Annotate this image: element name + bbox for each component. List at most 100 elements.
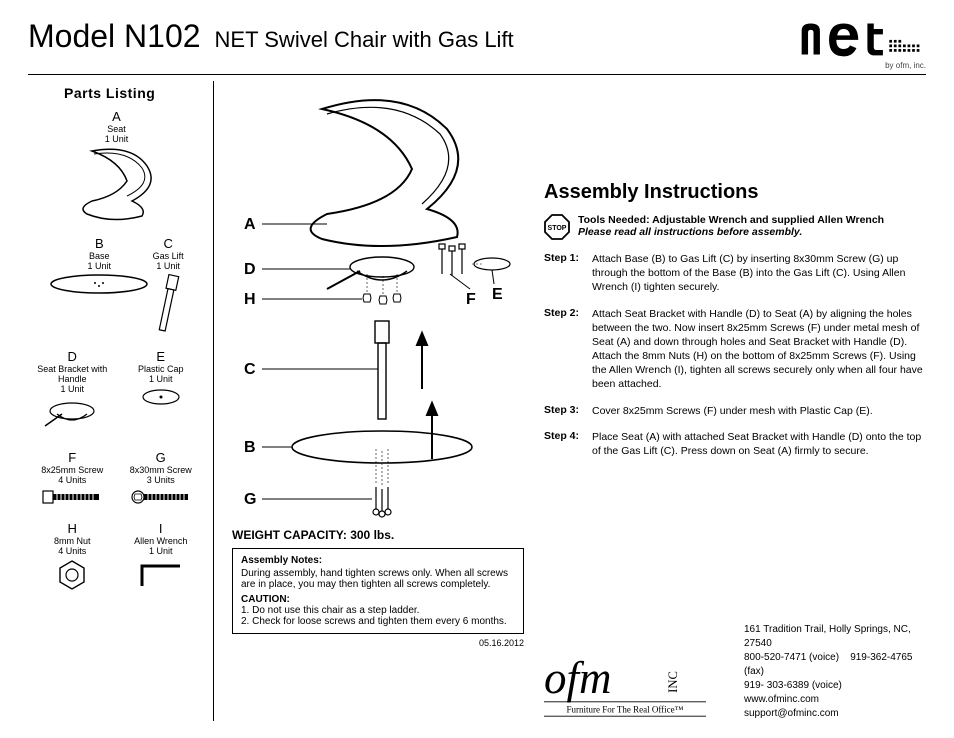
part-b: B Base 1 Unit xyxy=(49,236,149,297)
contact-phone1: 800-520-7471 (voice) xyxy=(744,652,839,663)
part-name: Seat Bracket with Handle xyxy=(30,364,115,384)
main-content: Parts Listing A Seat 1 Unit B Base 1 Uni… xyxy=(28,81,926,721)
caution-label: CAUTION: xyxy=(241,594,515,605)
parts-heading: Parts Listing xyxy=(28,85,205,101)
svg-text:Furniture For The Real Office™: Furniture For The Real Office™ xyxy=(567,705,684,715)
instructions-column: Assembly Instructions STOP Tools Needed:… xyxy=(534,81,926,721)
part-letter: H xyxy=(30,521,115,536)
nut-icon xyxy=(55,558,89,592)
part-units: 1 Unit xyxy=(72,134,162,144)
brand-logo: by ofm, inc. xyxy=(798,18,926,70)
part-d: D Seat Bracket with Handle 1 Unit xyxy=(30,349,115,438)
step-text: Attach Base (B) to Gas Lift (C) by inser… xyxy=(592,252,926,295)
revision-date: 05.16.2012 xyxy=(232,638,524,648)
step-2: Step 2: Attach Seat Bracket with Handle … xyxy=(544,307,926,392)
title-block: Model N102 NET Swivel Chair with Gas Lif… xyxy=(28,18,514,55)
part-e: E Plastic Cap 1 Unit xyxy=(118,349,203,438)
diagram-gaslift xyxy=(375,321,389,419)
weight-capacity: WEIGHT CAPACITY: 300 lbs. xyxy=(232,528,524,542)
cap-icon xyxy=(139,386,183,408)
part-units: 1 Unit xyxy=(30,384,115,394)
contact-email: support@ofminc.com xyxy=(744,707,926,721)
step-label: Step 3: xyxy=(544,404,592,418)
ofm-logo-block: ofm INC Furniture For The Real Office™ xyxy=(544,655,724,721)
contact-web: www.ofminc.com xyxy=(744,694,819,705)
part-units: 1 Unit xyxy=(118,374,203,384)
diagram-label-b: B xyxy=(244,439,256,456)
step-text: Attach Seat Bracket with Handle (D) to S… xyxy=(592,307,926,392)
caution-1: 1. Do not use this chair as a step ladde… xyxy=(241,605,515,616)
part-letter: B xyxy=(49,236,149,251)
diagram-label-g: G xyxy=(244,491,256,508)
step-label: Step 1: xyxy=(544,252,592,295)
step-label: Step 2: xyxy=(544,307,592,392)
stop-icon: STOP xyxy=(544,214,570,240)
gaslift-icon xyxy=(153,273,183,335)
part-f: F 8x25mm Screw 4 Units xyxy=(30,450,115,509)
screw-f-icon xyxy=(41,487,103,507)
part-name: Gas Lift xyxy=(153,251,184,261)
contact-address: 161 Tradition Trail, Holly Springs, NC, … xyxy=(744,623,926,651)
contact-block: 161 Tradition Trail, Holly Springs, NC, … xyxy=(744,623,926,721)
part-g: G 8x30mm Screw 3 Units xyxy=(118,450,203,509)
wrench-icon xyxy=(136,558,186,592)
part-name: 8x25mm Screw xyxy=(30,465,115,475)
diagram-column: A D H C B G F E WEIGHT CAPACITY: 300 lbs… xyxy=(214,81,534,721)
part-a: A Seat 1 Unit xyxy=(72,109,162,226)
part-letter: E xyxy=(118,349,203,364)
bracket-icon xyxy=(37,396,107,436)
part-units: 1 Unit xyxy=(49,261,149,271)
diagram-label-c: C xyxy=(244,361,256,378)
contact-line2: 800-520-7471 (voice) 919-362-4765 (fax) xyxy=(744,651,926,679)
instructions-heading: Assembly Instructions xyxy=(544,181,926,204)
notes-body: During assembly, hand tighten screws onl… xyxy=(241,568,515,590)
part-c: C Gas Lift 1 Unit xyxy=(153,236,184,337)
diagram-label-d: D xyxy=(244,261,256,278)
svg-text:ofm: ofm xyxy=(544,655,612,703)
part-h: H 8mm Nut 4 Units xyxy=(30,521,115,594)
read-instructions: Please read all instructions before asse… xyxy=(578,226,884,238)
step-3: Step 3: Cover 8x25mm Screws (F) under me… xyxy=(544,404,926,418)
diagram-label-a: A xyxy=(244,216,256,233)
diagram-label-f: F xyxy=(466,291,476,308)
brand-byline: by ofm, inc. xyxy=(798,61,926,70)
product-subtitle: NET Swivel Chair with Gas Lift xyxy=(215,27,514,53)
part-letter: A xyxy=(72,109,162,124)
tools-text: Tools Needed: Adjustable Wrench and supp… xyxy=(578,214,884,238)
part-name: Plastic Cap xyxy=(118,364,203,374)
part-units: 3 Units xyxy=(118,475,203,485)
diagram-base xyxy=(292,431,472,487)
tools-needed: Tools Needed: Adjustable Wrench and supp… xyxy=(578,214,884,226)
notes-title: Assembly Notes: xyxy=(241,555,515,566)
diagram-screws-g xyxy=(373,487,391,517)
diagram-label-h: H xyxy=(244,291,256,308)
part-name: 8mm Nut xyxy=(30,536,115,546)
part-units: 4 Units xyxy=(30,546,115,556)
part-units: 1 Unit xyxy=(153,261,184,271)
model-number: Model N102 xyxy=(28,18,201,55)
parts-listing-column: Parts Listing A Seat 1 Unit B Base 1 Uni… xyxy=(28,81,214,721)
base-icon xyxy=(49,273,149,295)
part-units: 4 Units xyxy=(30,475,115,485)
exploded-diagram: A D H C B G F E xyxy=(232,89,532,519)
part-letter: G xyxy=(118,450,203,465)
net-logo-icon xyxy=(798,18,926,60)
part-letter: F xyxy=(30,450,115,465)
diagram-screws-f xyxy=(439,244,510,276)
part-name: 8x30mm Screw xyxy=(118,465,203,475)
tools-row: STOP Tools Needed: Adjustable Wrench and… xyxy=(544,214,926,240)
header: Model N102 NET Swivel Chair with Gas Lif… xyxy=(28,18,926,75)
svg-text:INC: INC xyxy=(666,671,680,693)
step-4: Step 4: Place Seat (A) with attached Sea… xyxy=(544,430,926,458)
caution-2: 2. Check for loose screws and tighten th… xyxy=(241,616,515,627)
step-text: Place Seat (A) with attached Seat Bracke… xyxy=(592,430,926,458)
seat-icon xyxy=(72,146,162,224)
diagram-label-e: E xyxy=(492,286,503,303)
contact-line3: 919- 303-6389 (voice) www.ofminc.com xyxy=(744,679,926,707)
diagram-bracket xyxy=(327,257,414,304)
part-i: I Allen Wrench 1 Unit xyxy=(118,521,203,594)
screw-g-icon xyxy=(130,487,192,507)
step-1: Step 1: Attach Base (B) to Gas Lift (C) … xyxy=(544,252,926,295)
footer: ofm INC Furniture For The Real Office™ 1… xyxy=(544,623,926,721)
part-letter: D xyxy=(30,349,115,364)
